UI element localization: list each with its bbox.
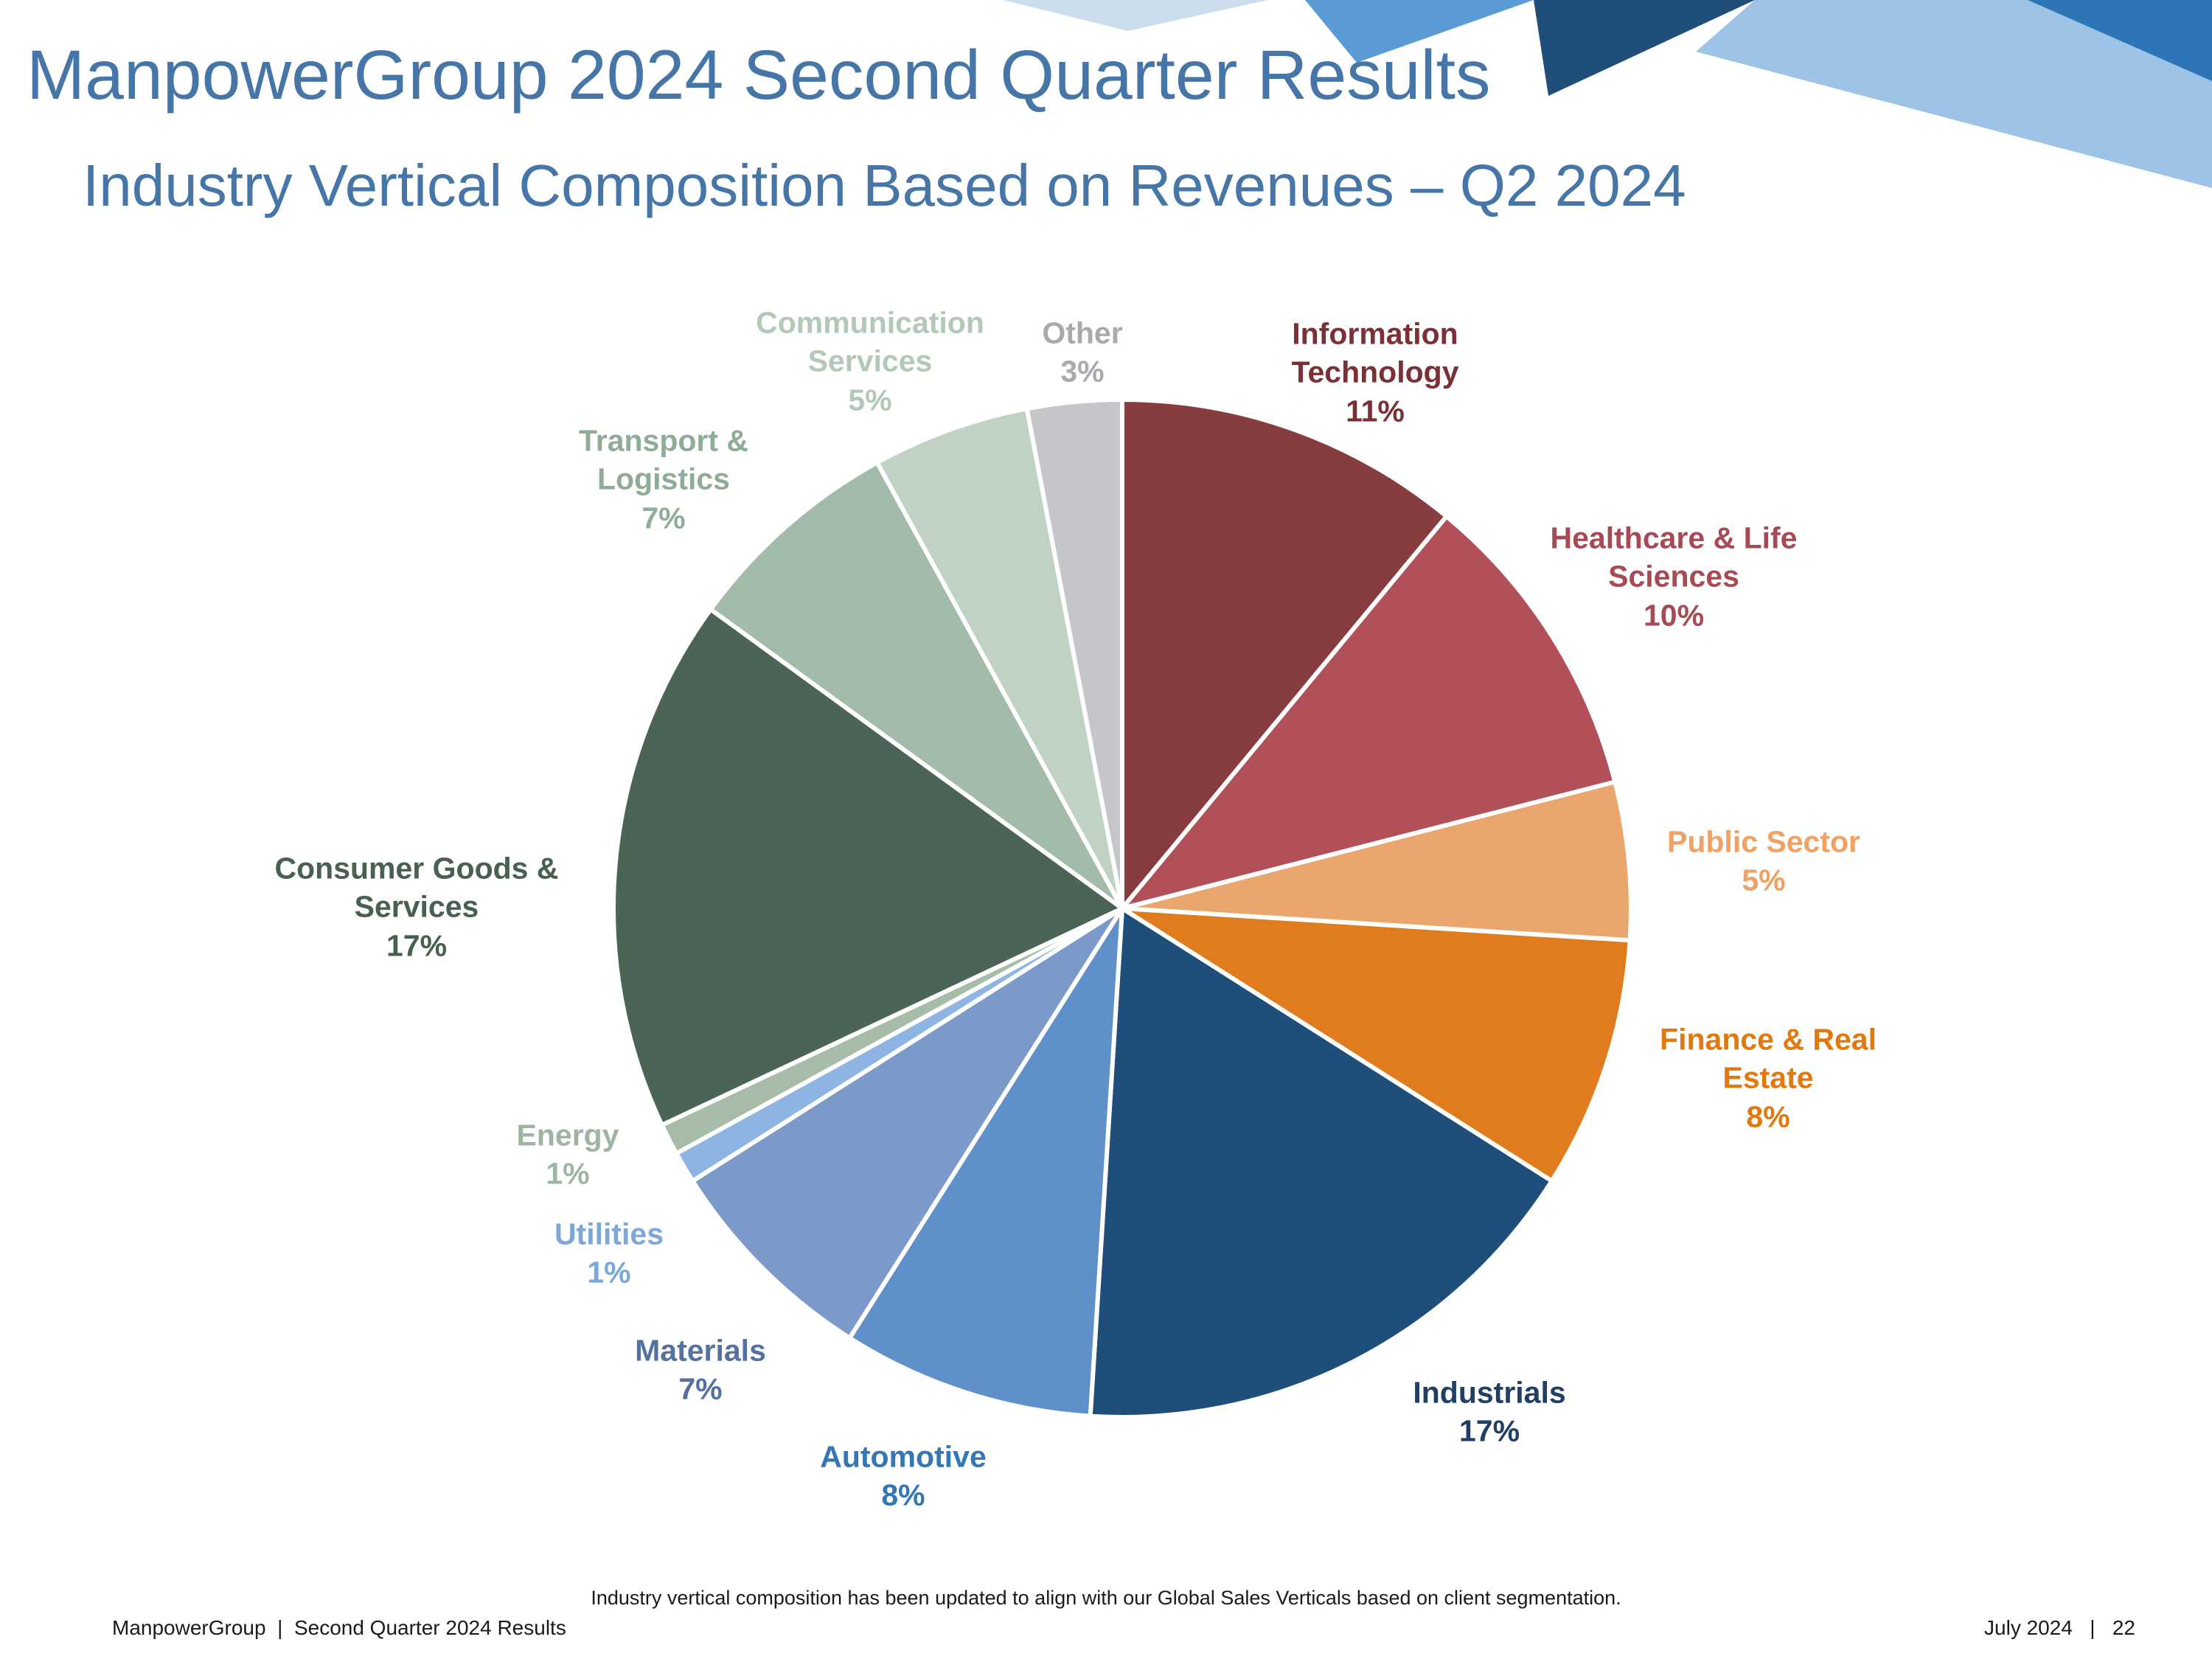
- slice-label-automotive: Automotive 8%: [820, 1439, 987, 1512]
- pie-slice-healthcare-life-sciences: [1120, 514, 1618, 911]
- decoration-shape-light-blue: [1696, 0, 2212, 188]
- slice-label-information-technology: Information Technology 11%: [1291, 316, 1459, 428]
- decoration-shape-pale: [1003, 0, 1268, 31]
- pie-slice-automotive: [847, 906, 1124, 1419]
- slice-label-materials: Materials 7%: [635, 1333, 766, 1406]
- pie-slice-transport-logistics: [708, 460, 1124, 911]
- pie-slice-information-technology: [1120, 397, 1449, 911]
- slice-label-utilities: Utilities 1%: [554, 1217, 664, 1290]
- decoration-shape-medium-blue: [1305, 0, 1534, 63]
- pie-chart-container: [606, 392, 1638, 1425]
- footer-right: July 2024 | 22: [1984, 1616, 2135, 1639]
- page-title: ManpowerGroup 2024 Second Quarter Result…: [27, 36, 1491, 114]
- page-subtitle: Industry Vertical Composition Based on R…: [83, 153, 1686, 218]
- slice-label-energy: Energy 1%: [516, 1118, 619, 1191]
- footnote: Industry vertical composition has been u…: [591, 1587, 1621, 1609]
- slice-label-healthcare-life-sciences: Healthcare & Life Sciences 10%: [1550, 521, 1798, 633]
- decoration-shape-corner: [2028, 0, 2212, 81]
- slice-label-other: Other 3%: [1042, 316, 1123, 389]
- slice-label-consumer-goods-services: Consumer Goods & Services 17%: [274, 851, 559, 963]
- pie-slice-communication-services: [874, 406, 1124, 911]
- pie-slice-materials: [690, 906, 1124, 1340]
- pie-slice-industrials: [1088, 906, 1554, 1419]
- slice-label-communication-services: Communication Services 5%: [756, 305, 984, 417]
- pie-chart: [611, 397, 1633, 1419]
- slice-label-finance-real-estate: Finance & Real Estate 8%: [1660, 1022, 1877, 1134]
- decoration-shape-navy: [1534, 0, 1755, 96]
- slice-label-transport-logistics: Transport & Logistics 7%: [578, 423, 749, 535]
- pie-slice-consumer-goods-services: [611, 607, 1124, 1127]
- slice-label-industrials: Industrials 17%: [1413, 1375, 1566, 1448]
- footer-left: ManpowerGroup | Second Quarter 2024 Resu…: [112, 1616, 566, 1639]
- pie-slice-other: [1024, 397, 1124, 911]
- slice-label-public-sector: Public Sector 5%: [1666, 824, 1861, 897]
- pie-slice-finance-real-estate: [1120, 906, 1632, 1183]
- header-decoration: [1003, 0, 2212, 188]
- pie-slice-public-sector: [1120, 779, 1633, 943]
